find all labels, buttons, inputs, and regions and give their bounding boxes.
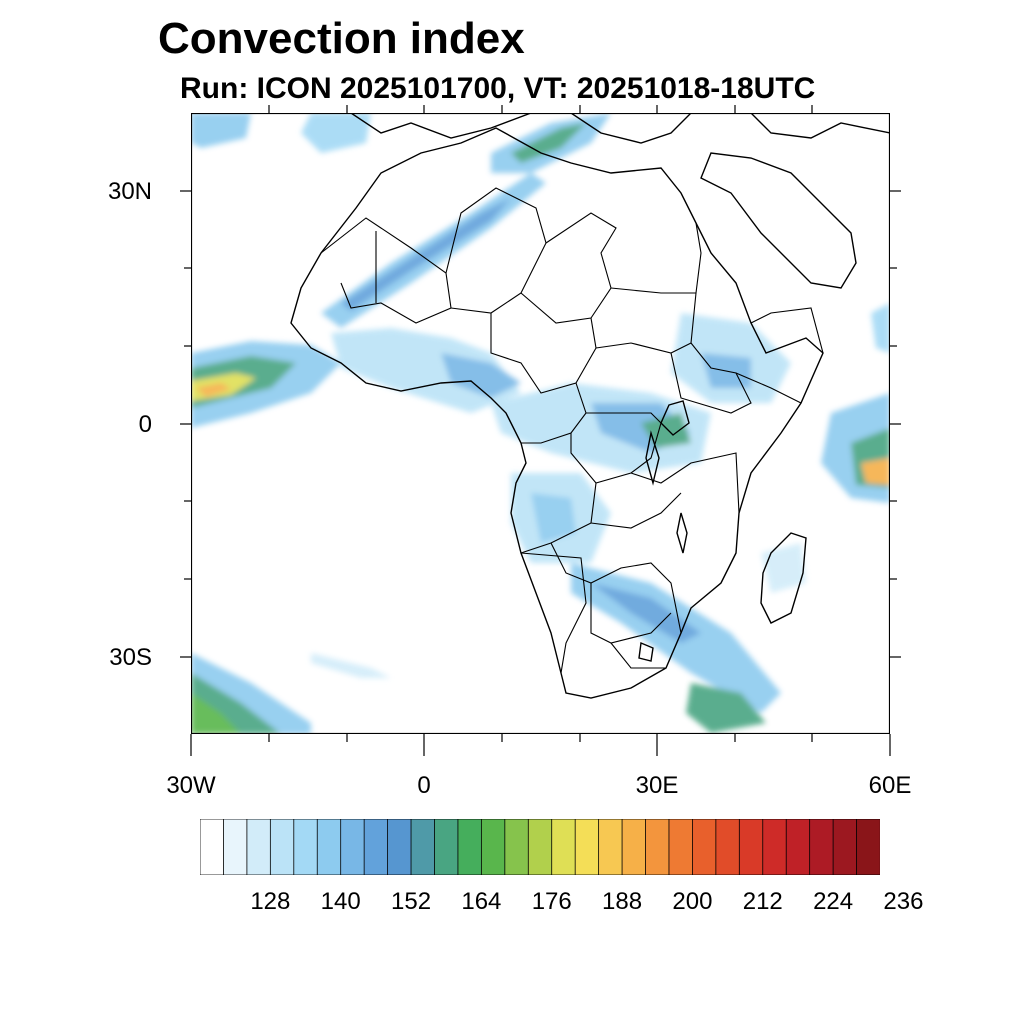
map-svg [191, 113, 890, 734]
colorbar-swatch [480, 819, 506, 875]
colorbar-swatch [410, 819, 436, 875]
lat-label-0: 0 [138, 411, 152, 438]
colorbar-swatch [527, 819, 553, 875]
colorbar-swatch [434, 819, 459, 875]
colorbar-svg [200, 819, 880, 875]
colorbar-swatch [598, 819, 623, 875]
map-border [191, 113, 890, 734]
colorbar-swatch [645, 819, 670, 875]
lon-label-30w: 30W [166, 772, 216, 799]
coastlines [290, 113, 890, 699]
colorbar-swatch [316, 819, 342, 875]
colorbar-swatch [200, 819, 225, 875]
colorbar-label: 164 [461, 888, 502, 915]
country-borders [320, 187, 824, 674]
colorbar-swatch [715, 819, 741, 875]
colorbar-swatch [668, 819, 694, 875]
lat-label-30s: 30S [109, 644, 152, 671]
colorbar-label: 140 [320, 888, 361, 915]
colorbar-swatch [551, 819, 576, 875]
colorbar-swatch [856, 819, 880, 875]
chart-subtitle: Run: ICON 2025101700, VT: 20251018-18UTC [180, 72, 816, 105]
colorbar-label: 152 [391, 888, 432, 915]
colorbar-label: 212 [742, 888, 783, 915]
colorbar-swatch [387, 819, 412, 875]
colorbar-swatch [293, 819, 318, 875]
colorbar-swatch [832, 819, 858, 875]
colorbar-label: 188 [602, 888, 643, 915]
colorbar-swatch [457, 819, 483, 875]
map-panel[interactable] [191, 113, 890, 734]
colorbar-swatch [621, 819, 647, 875]
colorbar-swatch [809, 819, 834, 875]
colorbar-label: 224 [813, 888, 854, 915]
chart-title: Convection index [158, 14, 525, 63]
colorbar-label: 200 [672, 888, 713, 915]
colorbar [200, 819, 880, 875]
colorbar-swatch [363, 819, 389, 875]
colorbar-swatch [762, 819, 787, 875]
colorbar-swatch [785, 819, 811, 875]
colorbar-swatch [340, 819, 365, 875]
lon-label-0: 0 [417, 772, 431, 799]
lon-label-30e: 30E [635, 772, 679, 799]
colorbar-swatch [223, 819, 248, 875]
colorbar-swatch [692, 819, 717, 875]
colorbar-label: 128 [250, 888, 291, 915]
colorbar-swatch [246, 819, 272, 875]
colorbar-swatch [504, 819, 529, 875]
colorbar-swatch [574, 819, 600, 875]
colorbar-label: 236 [883, 888, 924, 915]
colorbar-label: 176 [531, 888, 572, 915]
lon-label-60e: 60E [868, 772, 912, 799]
lat-label-30n: 30N [107, 178, 152, 205]
colorbar-swatch [269, 819, 295, 875]
colorbar-swatch [738, 819, 764, 875]
